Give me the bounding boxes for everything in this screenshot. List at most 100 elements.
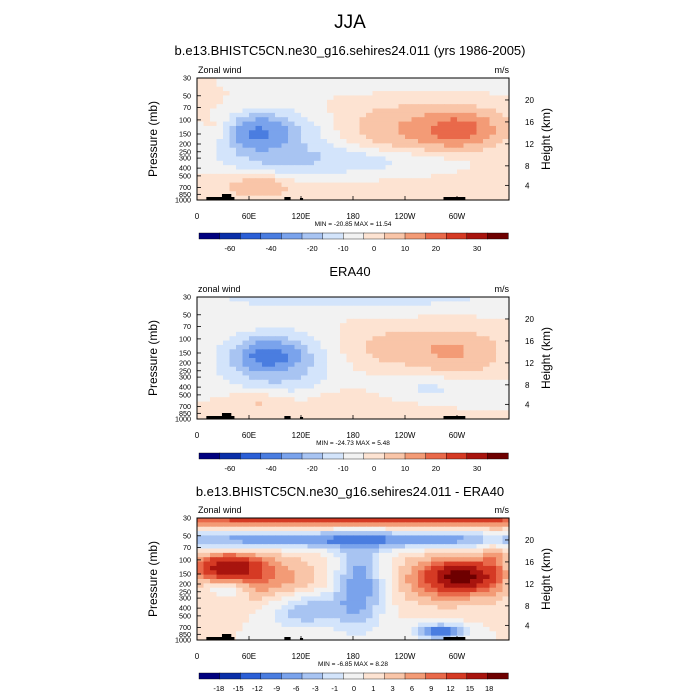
field-cell: [437, 583, 445, 589]
colorbar-label: -9: [273, 684, 280, 693]
field-cell: [437, 388, 445, 394]
field-cell: [353, 375, 361, 381]
field-cell: [489, 626, 497, 632]
field-cell: [320, 152, 328, 158]
field-cell: [314, 622, 322, 628]
field-cell: [398, 397, 406, 403]
field-cell: [307, 600, 315, 606]
field-cell: [424, 331, 432, 337]
field-cell: [268, 182, 276, 188]
field-cell: [366, 139, 374, 144]
field-cell: [405, 631, 413, 637]
field-cell: [418, 297, 426, 302]
field-cell: [327, 301, 335, 307]
field-cell: [502, 91, 510, 97]
field-cell: [411, 117, 419, 123]
field-cell: [262, 539, 270, 545]
field-cell: [379, 631, 387, 637]
field-cell: [333, 570, 341, 576]
field-cell: [210, 349, 218, 355]
field-cell: [203, 397, 211, 403]
field-cell: [320, 548, 328, 554]
field-cell: [268, 613, 276, 619]
field-cell: [262, 379, 270, 385]
field-cell: [262, 622, 270, 628]
field-cell: [268, 397, 276, 403]
field-cell: [307, 139, 315, 144]
field-cell: [405, 613, 413, 619]
field-cell: [294, 600, 302, 606]
field-cell: [444, 95, 452, 101]
field-cell: [346, 371, 354, 377]
field-cell: [405, 384, 413, 390]
colorbar-swatch: [487, 672, 509, 680]
field-cell: [483, 91, 491, 97]
field-cell: [262, 618, 270, 624]
field-cell: [496, 349, 504, 355]
field-cell: [281, 583, 289, 589]
field-cell: [327, 362, 335, 368]
field-cell: [424, 121, 432, 127]
field-cell: [418, 152, 426, 158]
field-cell: [385, 160, 393, 166]
field-cell: [372, 143, 380, 149]
field-cell: [411, 552, 419, 558]
field-cell: [476, 565, 484, 571]
field-cell: [483, 609, 491, 615]
field-cell: [242, 379, 250, 385]
field-cell: [340, 160, 348, 166]
y2-tick-label: 20: [525, 96, 534, 105]
field-cell: [294, 99, 302, 105]
field-cell: [268, 544, 276, 550]
field-cell: [320, 121, 328, 127]
field-cell: [470, 622, 478, 628]
field-cell: [398, 336, 406, 342]
field-cell: [203, 78, 211, 83]
field-cell: [457, 104, 465, 110]
field-cell: [294, 310, 302, 316]
field-cell: [314, 86, 322, 92]
field-cell: [437, 392, 445, 398]
field-cell: [476, 522, 484, 528]
field-cell: [405, 82, 413, 88]
field-cell: [301, 522, 309, 528]
field-cell: [249, 583, 257, 589]
field-cell: [379, 297, 387, 302]
y-tick-label: 30: [183, 74, 191, 83]
field-cell: [288, 314, 296, 320]
field-cell: [346, 108, 354, 114]
field-cell: [314, 362, 322, 368]
colorbar-swatch: [425, 232, 447, 240]
field-cell: [210, 557, 218, 563]
field-cell: [463, 622, 471, 628]
field-cell: [288, 609, 296, 615]
field-cell: [496, 156, 504, 162]
field-cell: [496, 397, 504, 403]
field-cell: [262, 310, 270, 316]
field-cell: [255, 125, 263, 131]
field-cell: [424, 156, 432, 162]
field-cell: [476, 139, 484, 144]
field-cell: [450, 366, 458, 372]
field-cell: [236, 125, 244, 131]
field-cell: [379, 397, 387, 403]
field-cell: [359, 574, 367, 580]
field-cell: [463, 539, 471, 545]
field-cell: [450, 379, 458, 385]
field-cell: [236, 331, 244, 337]
field-cell: [431, 112, 439, 118]
field-cell: [489, 401, 497, 407]
field-cell: [255, 165, 263, 171]
field-cell: [431, 160, 439, 166]
field-cell: [197, 605, 205, 611]
field-cell: [353, 635, 361, 641]
field-cell: [223, 570, 231, 576]
field-cell: [476, 344, 484, 350]
field-cell: [372, 535, 380, 541]
topography-mask: [206, 197, 235, 200]
field-cell: [301, 349, 309, 355]
field-cell: [249, 587, 257, 593]
field-cell: [463, 397, 471, 403]
field-cell: [418, 78, 426, 83]
field-cell: [216, 121, 224, 127]
